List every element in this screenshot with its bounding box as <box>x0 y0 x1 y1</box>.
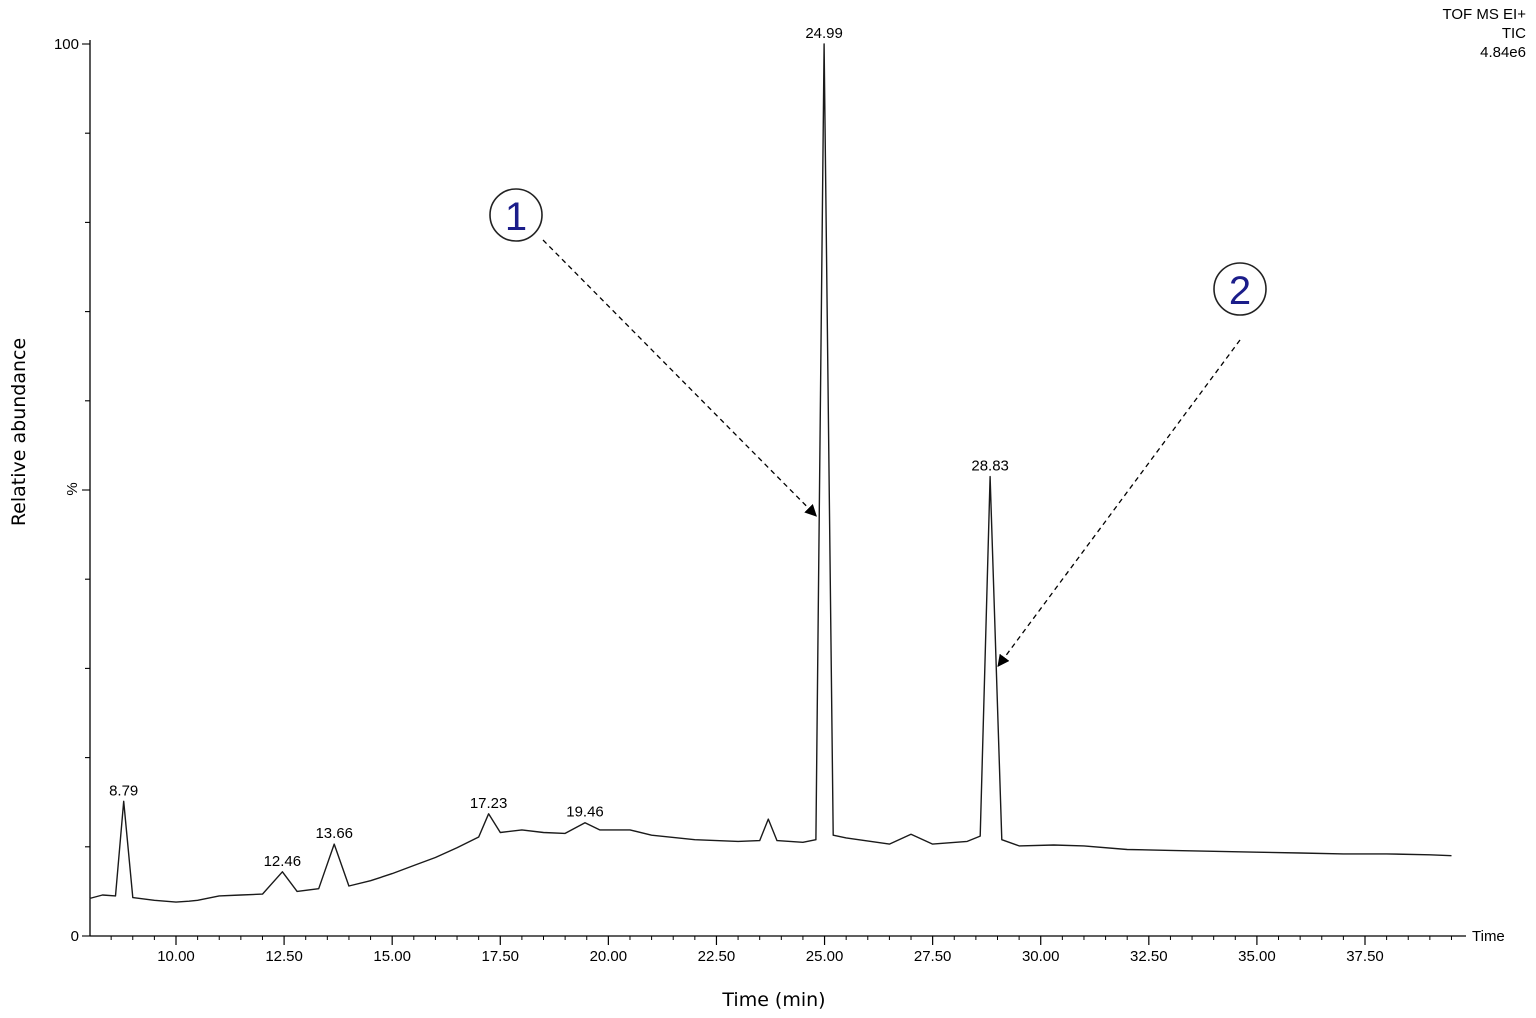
peak-labels: 8.79 12.46 13.66 17.23 19.46 24.99 28.83 <box>109 25 1009 870</box>
marker-circle <box>1213 262 1267 316</box>
y-axis-mid-label: % <box>64 482 81 495</box>
x-tick-label: 12.50 <box>265 948 303 965</box>
peak-label: 12.46 <box>264 853 302 870</box>
y-tick-label: 100 <box>54 36 79 53</box>
x-tick-label: 17.50 <box>481 948 519 965</box>
x-axis-ticks: 10.00 12.50 15.00 17.50 20.00 22.50 25.00 27.50… <box>110 936 1452 965</box>
y-tick-label: 0 <box>71 928 79 945</box>
marker-number: 1 <box>505 195 527 239</box>
x-tick-label: 22.50 <box>698 948 736 965</box>
annotation-marker-2: 2 <box>997 262 1267 667</box>
annotation-marker-1: 1 <box>489 188 817 517</box>
peak-label: 13.66 <box>315 825 353 842</box>
annotation-arrow <box>997 339 1241 667</box>
x-tick-label: 10.00 <box>157 948 195 965</box>
peak-label: 19.46 <box>566 804 604 821</box>
y-axis-title: Relative abundance <box>8 338 30 526</box>
marker-number: 2 <box>1229 269 1251 313</box>
intensity-scale-label: 4.84e6 <box>1480 44 1526 61</box>
x-axis-end-label: Time <box>1472 928 1505 945</box>
x-tick-label: 37.50 <box>1346 948 1384 965</box>
peak-label: 8.79 <box>109 782 138 799</box>
peak-label: 28.83 <box>971 458 1009 475</box>
x-tick-label: 25.00 <box>806 948 844 965</box>
x-axis-title: Time (min) <box>721 989 825 1011</box>
x-tick-label: 15.00 <box>373 948 411 965</box>
x-tick-label: 30.00 <box>1022 948 1060 965</box>
peak-annotations: 12 <box>489 188 1267 667</box>
instrument-mode-label: TOF MS EI+ <box>1443 6 1527 23</box>
y-axis-minor-ticks <box>82 43 90 937</box>
x-tick-label: 27.50 <box>914 948 952 965</box>
chromatogram-trace <box>89 43 1452 903</box>
marker-circle <box>489 188 543 242</box>
x-tick-label: 32.50 <box>1130 948 1168 965</box>
x-tick-label: 35.00 <box>1238 948 1276 965</box>
annotation-arrow <box>542 239 817 517</box>
peak-label: 17.23 <box>470 795 508 812</box>
y-axis-tick-labels: 0 100 <box>54 36 79 945</box>
peak-label: 24.99 <box>805 25 843 42</box>
trace-type-label: TIC <box>1502 25 1526 42</box>
x-tick-label: 20.00 <box>590 948 628 965</box>
